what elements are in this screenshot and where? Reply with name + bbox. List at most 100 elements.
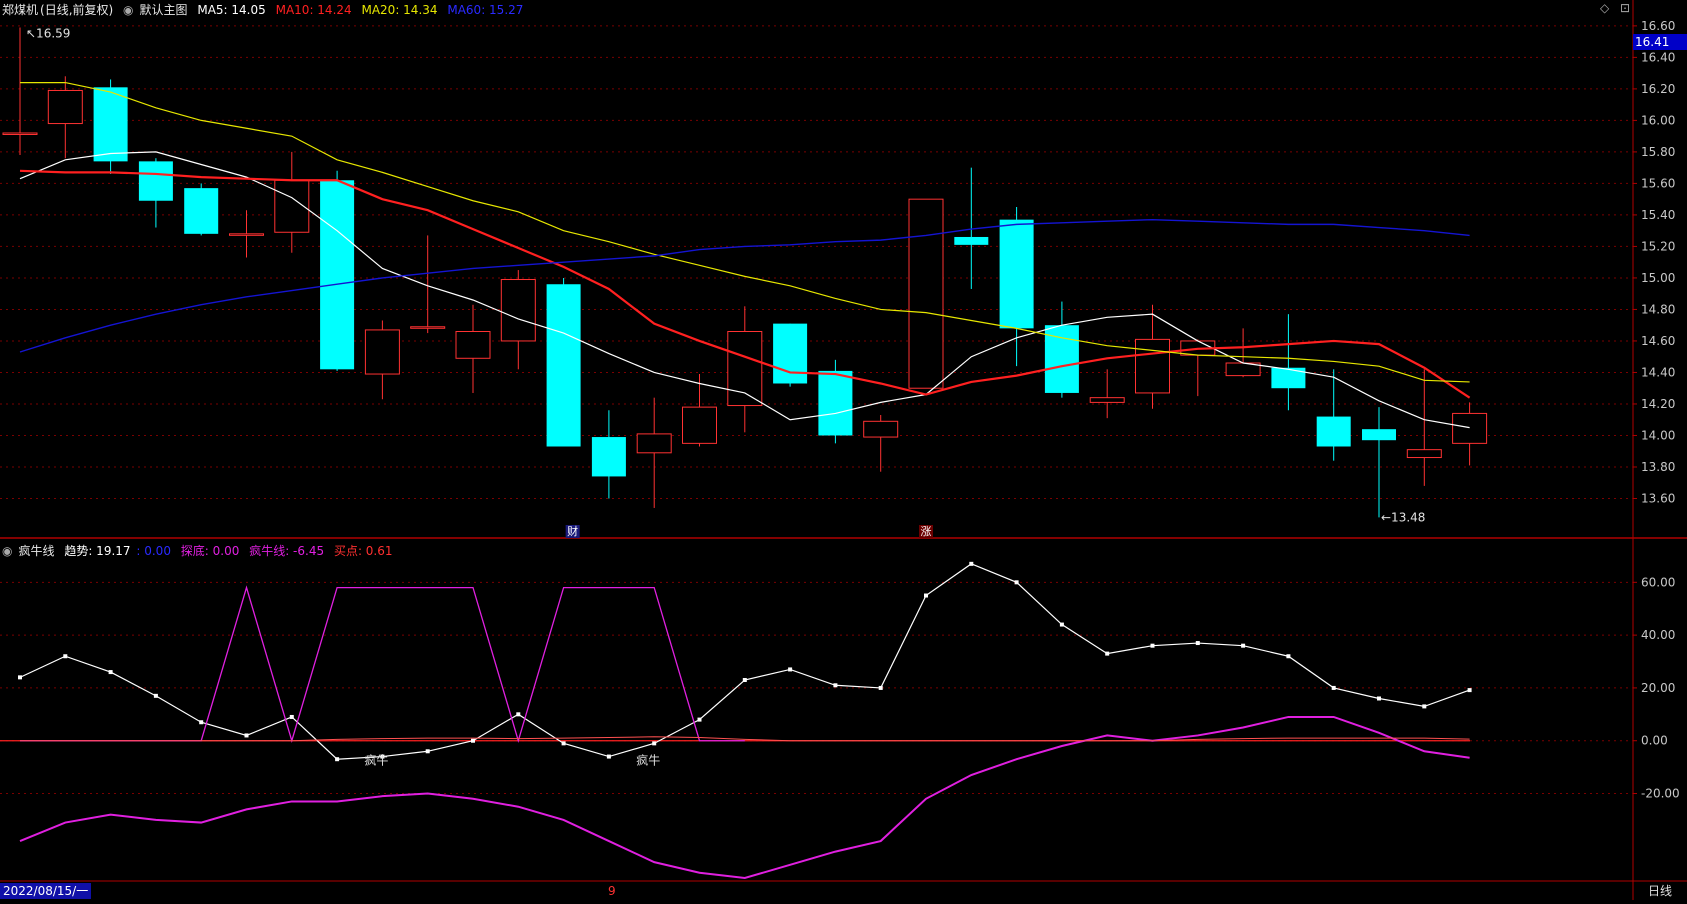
price-tick-label: 16.00	[1641, 113, 1675, 127]
price-tick-label: 15.80	[1641, 145, 1675, 159]
line-value: 疯牛线: -6.45	[249, 544, 325, 558]
osc-point	[1150, 643, 1155, 648]
candle-body	[1452, 412, 1488, 444]
candle	[818, 359, 853, 444]
osc-point	[425, 749, 430, 754]
collapse-icon[interactable]: ◉	[123, 3, 134, 17]
price-tick-label: 14.60	[1641, 334, 1675, 348]
candle	[546, 277, 581, 447]
osc-point	[516, 712, 521, 717]
ma10-value: MA10: 14.24	[275, 3, 352, 17]
candle	[727, 306, 763, 433]
osc-tick-label: 20.00	[1641, 681, 1675, 695]
main-chart-label[interactable]: 默认主图	[139, 3, 188, 17]
candle	[1044, 301, 1079, 398]
osc-tick-label: 60.00	[1641, 575, 1675, 589]
candle-body	[184, 188, 219, 234]
high-price-label: ↖16.59	[26, 26, 70, 40]
osc-point	[606, 754, 611, 759]
price-tick-label: 16.40	[1641, 50, 1675, 64]
price-tick-label: 16.20	[1641, 82, 1675, 96]
osc-point	[561, 741, 566, 746]
candle-body	[1406, 449, 1442, 459]
event-marker: 财	[567, 524, 578, 538]
ma60-value: MA60: 15.27	[447, 3, 524, 17]
price-tick-label: 15.00	[1641, 271, 1675, 285]
diamond-icon[interactable]: ◇	[1600, 1, 1610, 15]
candle	[1225, 328, 1261, 378]
osc-point	[1286, 654, 1291, 659]
osc-point	[652, 741, 657, 746]
price-tick-label: 14.80	[1641, 302, 1675, 316]
candle-body	[1362, 429, 1396, 441]
candle-body	[320, 180, 355, 370]
buy-value: 买点: 0.61	[333, 544, 393, 558]
osc-point	[108, 670, 113, 675]
candle-body	[1044, 325, 1079, 393]
osc-point	[380, 754, 385, 759]
candle-body	[47, 89, 83, 125]
candle	[93, 79, 128, 174]
stock-name[interactable]: 郑煤机	[2, 3, 39, 17]
candle-body	[908, 198, 944, 389]
period-adj: (日线,前复权)	[40, 3, 114, 17]
candle	[184, 183, 219, 236]
osc-point	[335, 757, 340, 762]
maximize-icon[interactable]: ⊡	[1620, 1, 1631, 15]
candle-body	[999, 219, 1034, 329]
candle-body	[455, 331, 491, 359]
indicator-collapse-icon[interactable]: ◉	[2, 544, 13, 558]
candle-body	[727, 331, 763, 407]
signal-label: 疯牛	[364, 752, 388, 767]
candle	[320, 170, 355, 371]
candle	[1362, 407, 1396, 518]
osc-point	[878, 685, 883, 690]
candle-body	[364, 329, 400, 375]
price-tick-label: 13.80	[1641, 460, 1675, 474]
candle	[1452, 402, 1488, 466]
candle	[1135, 304, 1170, 409]
indicator-name[interactable]: 疯牛线	[18, 544, 55, 558]
candle	[500, 270, 536, 370]
osc-point	[289, 714, 294, 719]
candle	[47, 76, 83, 159]
candle-body	[2, 132, 38, 136]
candle-body	[954, 236, 989, 245]
candle	[1271, 314, 1306, 411]
candle	[1089, 369, 1125, 419]
candle	[364, 320, 400, 400]
osc-point	[788, 667, 793, 672]
month-marker: 9	[608, 884, 616, 898]
price-tick-label: 16.60	[1641, 19, 1675, 33]
current-price-tag: 16.41	[1633, 34, 1687, 50]
osc-point	[833, 683, 838, 688]
candle	[455, 304, 491, 393]
ma20-value: MA20: 14.34	[361, 3, 438, 17]
candle	[908, 198, 944, 389]
candle-body	[818, 370, 853, 436]
osc-line	[20, 585, 745, 744]
candle-body	[500, 279, 536, 342]
candle	[2, 27, 38, 156]
candle-body	[591, 437, 626, 477]
candle-body	[1135, 338, 1170, 394]
osc-point	[742, 678, 747, 682]
candle	[863, 414, 899, 472]
price-tick-label: 14.40	[1641, 365, 1675, 379]
candle-body	[410, 326, 446, 329]
osc-point	[63, 654, 68, 659]
osc-point	[1105, 651, 1110, 656]
osc-point	[244, 733, 249, 738]
signal-label: 疯牛	[636, 752, 660, 767]
ma-line-ma10	[19, 169, 1471, 399]
date-cursor-label: 2022/08/15/一	[0, 883, 92, 899]
period-button[interactable]: 日线	[1648, 884, 1673, 898]
bottom-value: 探底: 0.00	[180, 544, 240, 558]
candle	[410, 235, 446, 334]
candle	[591, 410, 626, 499]
osc-point	[969, 561, 974, 566]
candle	[229, 210, 264, 258]
candle	[636, 397, 672, 508]
osc-point	[1422, 704, 1427, 709]
